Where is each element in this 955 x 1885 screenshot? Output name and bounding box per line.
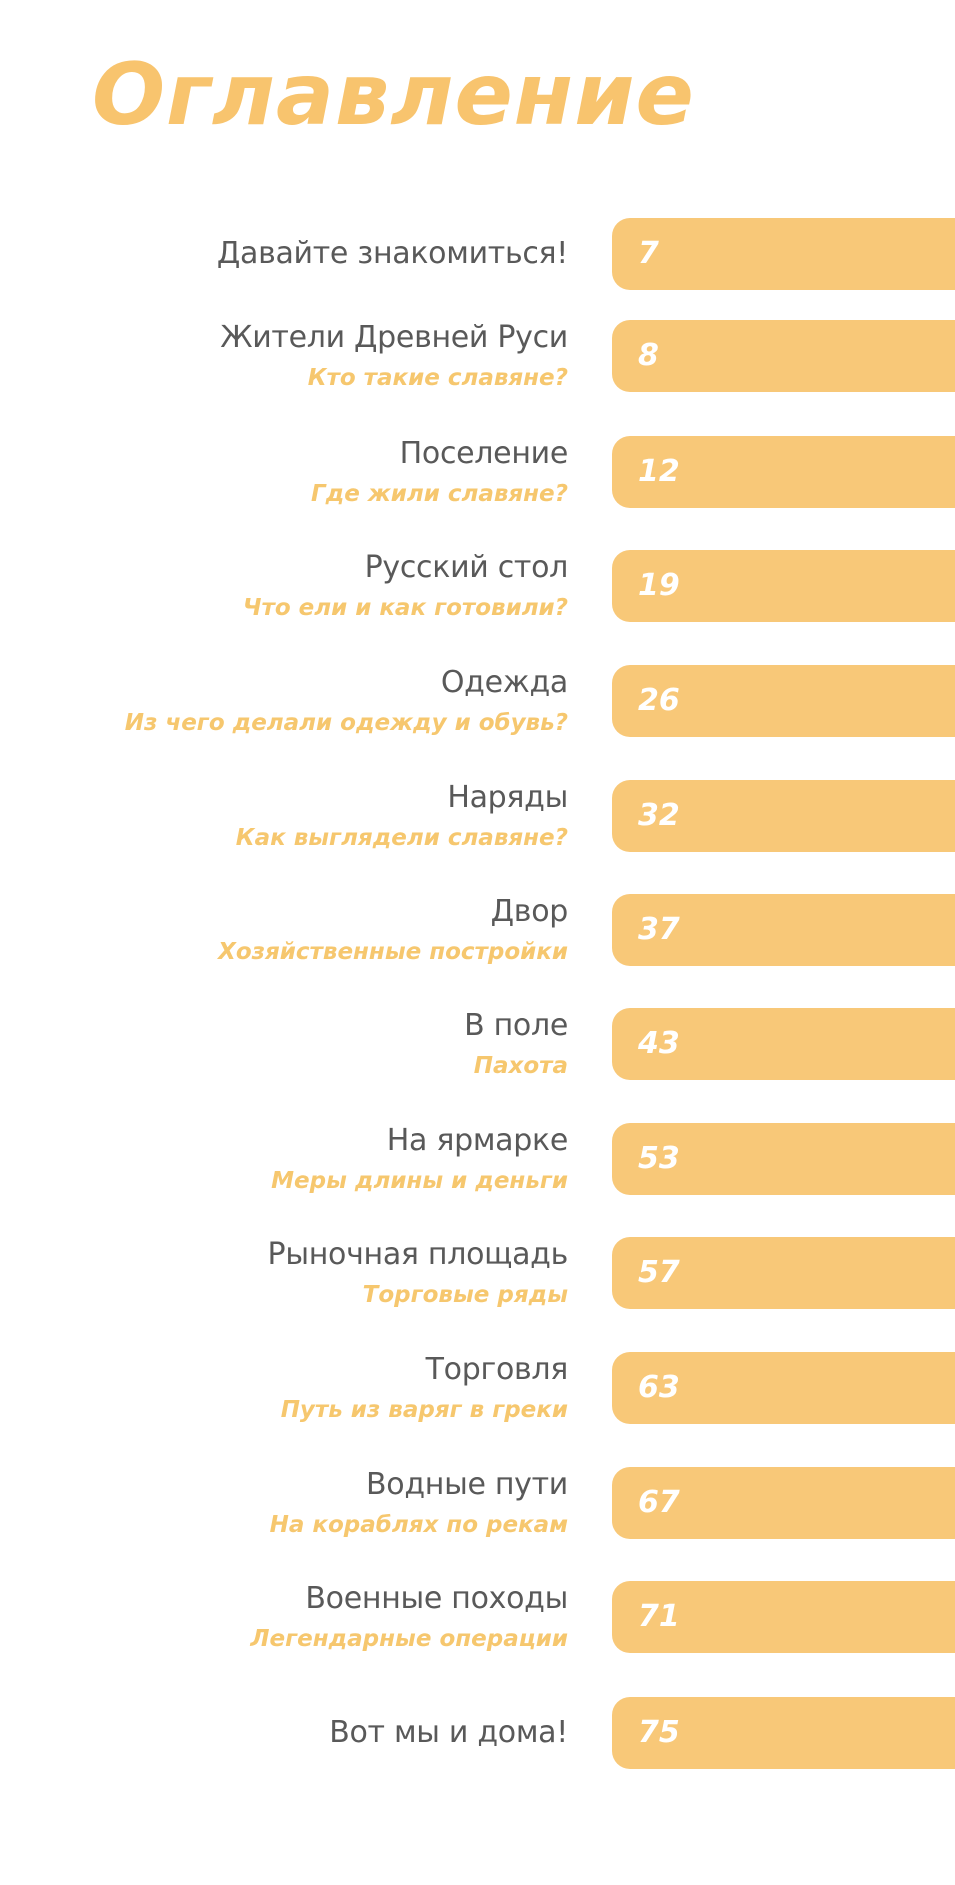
page-number: 75 — [638, 1715, 680, 1750]
page-number: 8 — [638, 338, 659, 373]
entry-subtitle: Что ели и как готовили? — [242, 595, 568, 621]
entry-text: Водные пути На кораблях по рекам — [269, 1465, 569, 1541]
toc-entry[interactable]: Вот мы и дома! 75 — [0, 1697, 955, 1769]
entry-subtitle: Кто такие славяне? — [307, 365, 568, 391]
entry-title: Русский стол — [364, 550, 569, 585]
toc-entry[interactable]: Двор Хозяйственные постройки 37 — [0, 894, 955, 966]
entry-subtitle: Меры длины и деньги — [271, 1168, 568, 1194]
page-number-tab[interactable]: 26 — [612, 665, 955, 737]
entry-title: Жители Древней Руси — [220, 320, 568, 355]
toc-entry[interactable]: Рыночная площадь Торговые ряды 57 — [0, 1237, 955, 1309]
toc-entry[interactable]: На ярмарке Меры длины и деньги 53 — [0, 1123, 955, 1195]
page-number-tab[interactable]: 71 — [612, 1581, 955, 1653]
page-number: 26 — [638, 683, 680, 718]
entry-title: Одежда — [440, 665, 568, 700]
page-number-tab[interactable]: 12 — [612, 436, 955, 508]
toc-entry[interactable]: Торговля Путь из варяг в греки 63 — [0, 1352, 955, 1424]
page-number-tab[interactable]: 53 — [612, 1123, 955, 1195]
entry-text: Вот мы и дома! — [329, 1713, 568, 1753]
page-number-tab[interactable]: 57 — [612, 1237, 955, 1309]
entry-subtitle: Путь из варяг в греки — [280, 1397, 568, 1423]
entry-subtitle: Где жили славяне? — [311, 481, 568, 507]
page-number-tab[interactable]: 37 — [612, 894, 955, 966]
entry-text: На ярмарке Меры длины и деньги — [271, 1121, 568, 1197]
page-number-tab[interactable]: 32 — [612, 780, 955, 852]
toc-entry[interactable]: Наряды Как выглядели славяне? 32 — [0, 780, 955, 852]
entry-subtitle: Пахота — [473, 1053, 568, 1079]
entry-text: Русский стол Что ели и как готовили? — [243, 548, 568, 624]
entry-title: Военные походы — [305, 1581, 568, 1616]
page-number-tab[interactable]: 75 — [612, 1697, 955, 1769]
entry-text: Торговля Путь из варяг в греки — [280, 1350, 569, 1426]
entry-text: Рыночная площадь Торговые ряды — [267, 1235, 569, 1311]
entry-title: Поселение — [399, 436, 569, 471]
toc-entry[interactable]: Поселение Где жили славяне? 12 — [0, 436, 955, 508]
page-number: 37 — [638, 912, 680, 947]
page-number: 71 — [638, 1599, 680, 1634]
entry-title: Давайте знакомиться! — [216, 236, 568, 271]
toc-entry[interactable]: Жители Древней Руси Кто такие славяне? 8 — [0, 320, 955, 392]
page-number-tab[interactable]: 43 — [612, 1008, 955, 1080]
toc-entry[interactable]: Водные пути На кораблях по рекам 67 — [0, 1467, 955, 1539]
entry-title: Рыночная площадь — [267, 1237, 569, 1272]
page-number: 12 — [638, 454, 680, 489]
page-number-tab[interactable]: 67 — [612, 1467, 955, 1539]
entry-title: Вот мы и дома! — [329, 1715, 568, 1750]
entry-text: Одежда Из чего делали одежду и обувь? — [124, 663, 569, 739]
page-number: 7 — [638, 236, 659, 271]
page-number: 57 — [638, 1255, 680, 1290]
entry-subtitle: Как выглядели славяне? — [235, 825, 568, 851]
toc-entry[interactable]: Одежда Из чего делали одежду и обувь? 26 — [0, 665, 955, 737]
entry-subtitle: Из чего делали одежду и обувь? — [124, 710, 568, 736]
entry-subtitle: Торговые ряды — [362, 1282, 568, 1308]
entry-title: Двор — [490, 894, 569, 929]
entry-text: Двор Хозяйственные постройки — [218, 892, 568, 968]
page-number: 53 — [638, 1141, 680, 1176]
entry-subtitle: На кораблях по рекам — [269, 1512, 568, 1538]
entry-title: Торговля — [425, 1352, 569, 1387]
toc-entry[interactable]: В поле Пахота 43 — [0, 1008, 955, 1080]
entry-title: В поле — [464, 1008, 568, 1043]
entry-title: На ярмарке — [386, 1123, 569, 1158]
entry-text: В поле Пахота — [464, 1006, 568, 1082]
entry-text: Военные походы Легендарные операции — [250, 1579, 568, 1655]
page-number-tab[interactable]: 19 — [612, 550, 955, 622]
entry-text: Жители Древней Руси Кто такие славяне? — [220, 318, 568, 394]
toc-entry[interactable]: Русский стол Что ели и как готовили? 19 — [0, 550, 955, 622]
entry-text: Поселение Где жили славяне? — [311, 434, 568, 510]
page-number: 19 — [638, 568, 680, 603]
page-number: 32 — [638, 798, 680, 833]
entry-subtitle: Хозяйственные постройки — [218, 939, 568, 965]
entry-title: Наряды — [447, 780, 568, 815]
entry-text: Давайте знакомиться! — [217, 234, 568, 274]
page-number-tab[interactable]: 7 — [612, 218, 955, 290]
toc-entry[interactable]: Военные походы Легендарные операции 71 — [0, 1581, 955, 1653]
entry-text: Наряды Как выглядели славяне? — [235, 778, 569, 854]
page-number-tab[interactable]: 63 — [612, 1352, 955, 1424]
entry-title: Водные пути — [365, 1467, 568, 1502]
page-number-tab[interactable]: 8 — [612, 320, 955, 392]
page-title: Оглавление — [92, 45, 695, 145]
toc-entry[interactable]: Давайте знакомиться! 7 — [0, 218, 955, 290]
entry-subtitle: Легендарные операции — [250, 1626, 568, 1652]
page-number: 67 — [638, 1485, 680, 1520]
page-number: 63 — [638, 1370, 680, 1405]
page-number: 43 — [638, 1026, 680, 1061]
